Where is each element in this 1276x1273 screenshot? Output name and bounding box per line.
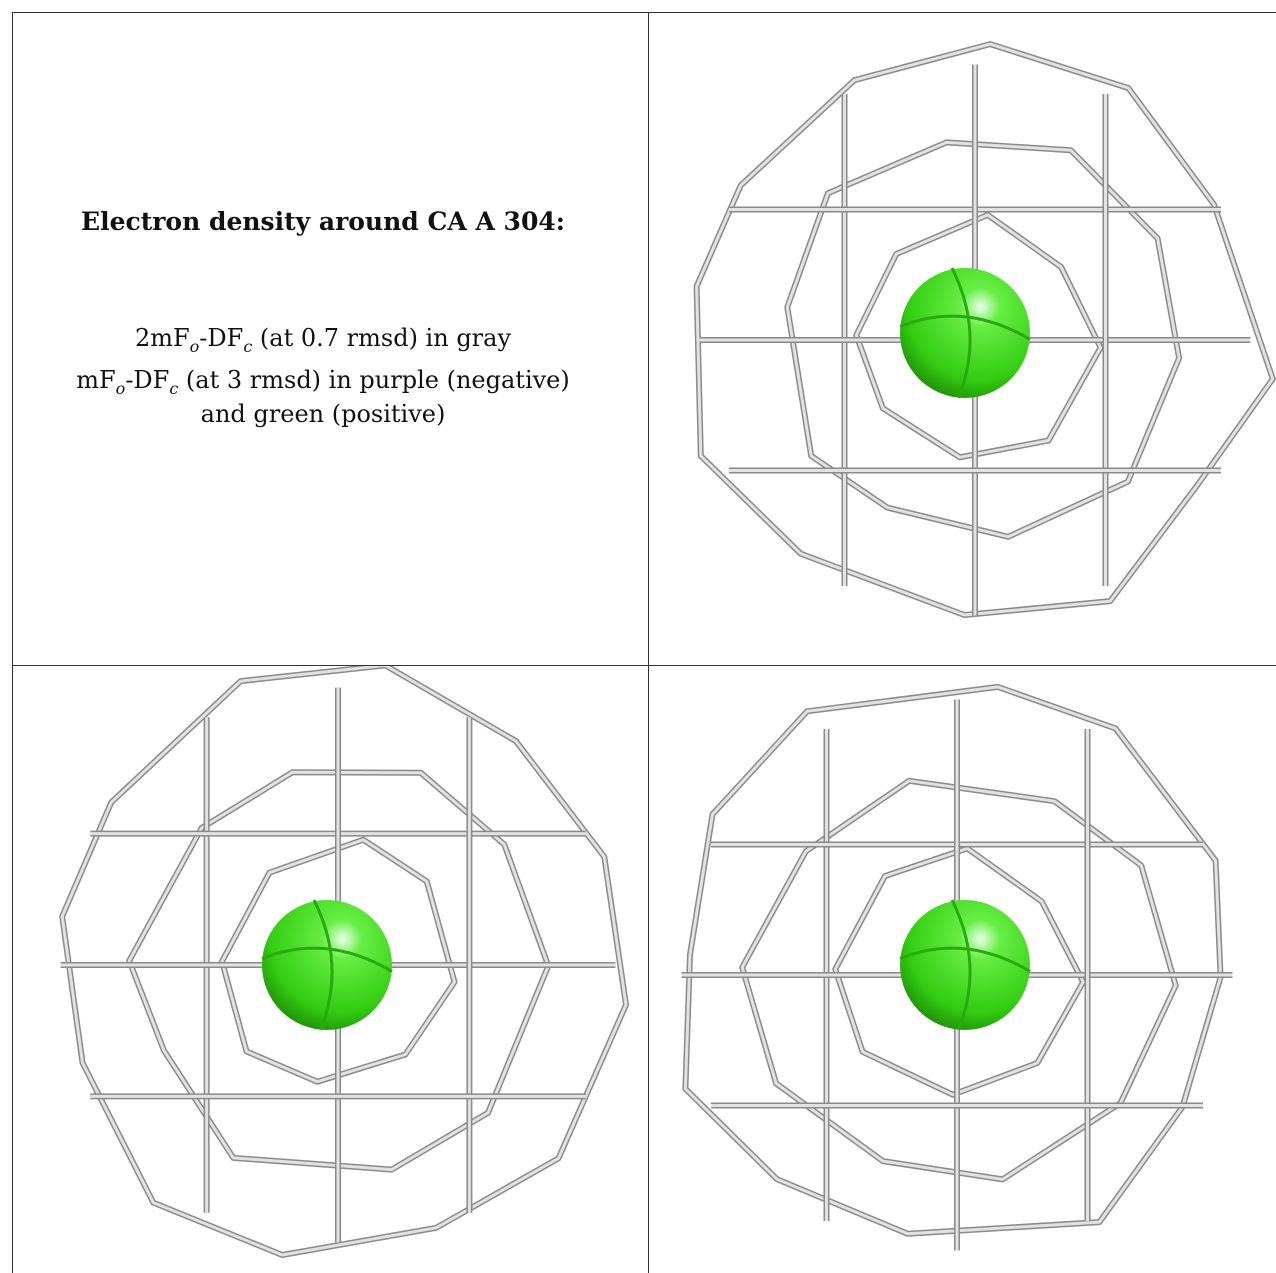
subscript: c	[169, 379, 178, 398]
mesh-edge	[833, 846, 1085, 1097]
mesh-edge	[854, 213, 1103, 459]
density-mesh	[693, 41, 1276, 618]
density-mesh	[59, 666, 629, 1258]
mesh-edge	[312, 899, 334, 1031]
legend-text: (at 0.7 rmsd) in gray	[252, 324, 511, 352]
legend-text: 2mF	[135, 324, 190, 352]
legend-line: 2mFo-DFc (at 0.7 rmsd) in gray	[135, 324, 511, 356]
mesh-edge	[899, 314, 1031, 341]
mesh-edge	[261, 946, 393, 973]
mesh-edge	[785, 140, 1181, 539]
legend-text: mF	[76, 366, 115, 394]
calcium-atom	[900, 900, 1030, 1030]
subscript: o	[190, 337, 200, 356]
mesh-edge	[950, 899, 972, 1031]
mesh-edge	[60, 666, 628, 1257]
subscript: c	[243, 337, 252, 356]
mesh-edge	[683, 685, 1223, 1236]
legend-line: mFo-DFc (at 3 rmsd) in purple (negative)	[76, 366, 570, 398]
calcium-atom	[900, 268, 1030, 398]
mesh-edge	[740, 779, 1178, 1181]
legend-line: and green (positive)	[201, 400, 446, 428]
frame	[12, 12, 1276, 1273]
panel-title: Electron density around CA A 304:	[81, 207, 565, 236]
mesh-edge	[899, 946, 1031, 973]
mesh-edge	[127, 770, 550, 1172]
density-mesh	[681, 683, 1233, 1251]
legend-text: (at 3 rmsd) in purple (negative)	[178, 366, 569, 394]
density-renders	[59, 41, 1276, 1258]
legend-text: -DF	[199, 324, 243, 352]
mesh-edge	[950, 267, 972, 399]
mesh-edge	[220, 838, 456, 1084]
mesh-edge	[695, 42, 1275, 617]
legend-text: -DF	[125, 366, 169, 394]
legend-text: and green (positive)	[201, 400, 446, 428]
calcium-atom	[262, 900, 392, 1030]
subscript: o	[116, 379, 126, 398]
